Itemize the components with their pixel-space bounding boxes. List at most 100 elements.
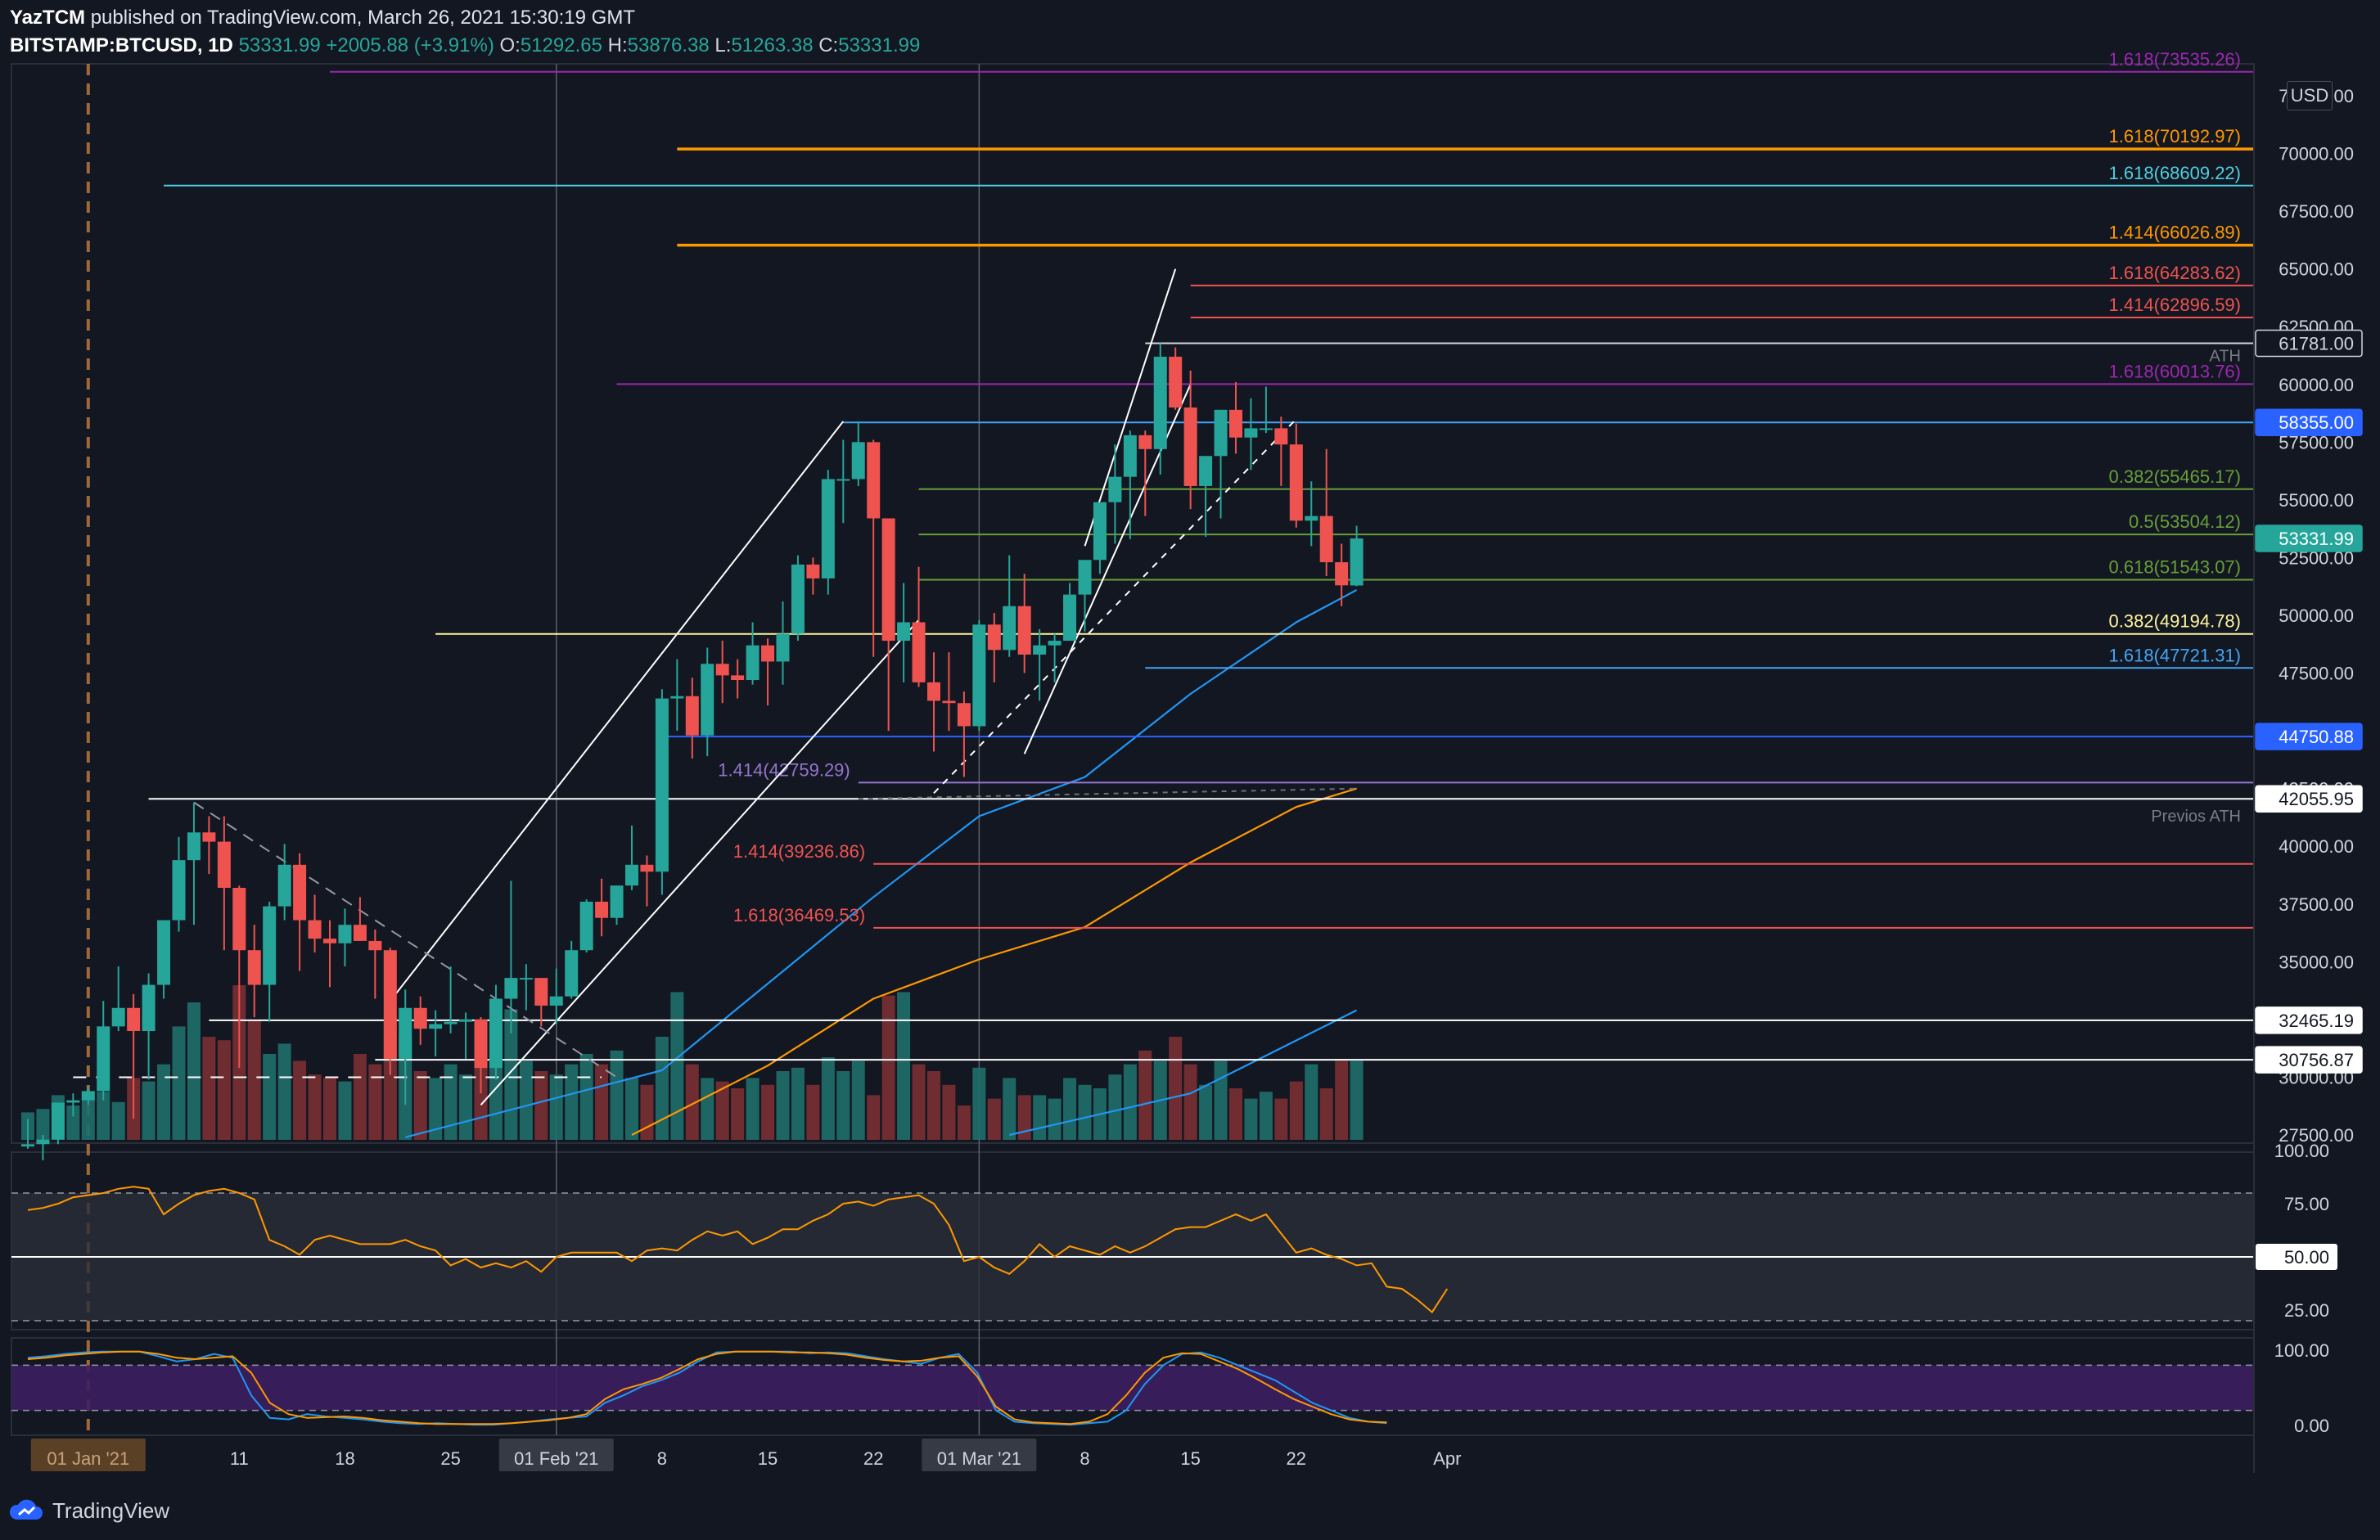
fib-level-label: 1.414(62896.59) <box>2109 295 2241 315</box>
candle-body <box>806 564 820 579</box>
volume-bar <box>746 1078 760 1140</box>
volume-bar <box>761 1084 775 1140</box>
ohlc-legend: BITSTAMP:BTCUSD, 1D 53331.99 +2005.88 (+… <box>10 34 920 57</box>
volume-bar <box>1078 1084 1092 1140</box>
volume-bar <box>429 1078 443 1140</box>
time-badge <box>30 1439 146 1471</box>
tradingview-logo[interactable]: TradingView <box>8 1494 169 1527</box>
price-badge-label: 30756.87 <box>2279 1050 2354 1070</box>
candle-body <box>474 1019 488 1069</box>
price-axis[interactable]: 27500.0030000.0032500.0035000.0037500.00… <box>2253 64 2363 1473</box>
time-tick-label: 11 <box>230 1448 249 1469</box>
time-badge <box>922 1439 1037 1471</box>
fib-level-label: 1.618(36469.53) <box>733 905 865 925</box>
candle-body <box>881 518 895 642</box>
candle-body <box>715 664 729 676</box>
candle-body <box>519 978 533 980</box>
candle-body <box>263 906 277 985</box>
candle-body <box>1319 516 1333 563</box>
candle-body <box>232 888 246 951</box>
currency-button[interactable]: USD <box>2287 81 2333 110</box>
volume-bar <box>610 1050 624 1140</box>
fib-level-label: 1.618(64283.62) <box>2109 263 2241 283</box>
candle-body <box>399 1007 412 1059</box>
candlesticks <box>21 343 1364 1161</box>
price-badge <box>2255 785 2363 813</box>
candle-body <box>685 696 699 736</box>
time-tick-label: 01 Feb '21 <box>514 1448 598 1469</box>
candle-body <box>217 841 231 889</box>
volume-bar <box>1003 1078 1016 1140</box>
candle-body <box>1259 428 1273 430</box>
time-tick-label: 01 Jan '21 <box>47 1448 129 1469</box>
volume-bar <box>1259 1092 1273 1140</box>
ath-dotted-line <box>858 787 1357 800</box>
volume-bar <box>731 1088 745 1140</box>
candle-body <box>66 1100 80 1103</box>
price-badge-label: 32465.19 <box>2279 1011 2354 1031</box>
rsi-pane <box>11 1186 2254 1322</box>
candle-body <box>610 885 624 918</box>
volume-bar <box>323 1078 336 1140</box>
time-badge <box>498 1439 614 1471</box>
time-axis[interactable]: 01 Jan '21 11 18 25 01 Feb '21 8 15 22 01 Mar '2… <box>30 1439 1462 1471</box>
publisher-name[interactable]: YazTCM <box>10 7 86 29</box>
trend-drawings <box>73 268 1357 1105</box>
volume-bar <box>1229 1088 1242 1140</box>
fib-level-label: 1.414(39236.86) <box>733 841 865 862</box>
volume-bar <box>1350 1060 1364 1140</box>
candle-body <box>413 1007 427 1029</box>
fib-level-label: 1.618(70192.97) <box>2109 126 2241 146</box>
candle-body <box>821 479 835 579</box>
trend-support-line <box>933 418 1297 795</box>
candle-body <box>1048 641 1062 646</box>
rsi-badge <box>2256 1244 2337 1270</box>
volume-bar <box>867 1095 881 1140</box>
volume-bar <box>459 1074 473 1140</box>
stoch-tick-label: 0.00 <box>2294 1416 2329 1436</box>
volume-bar <box>942 1084 956 1140</box>
volume-bar <box>338 1081 352 1140</box>
candle-body <box>1335 562 1349 586</box>
candle-body <box>1169 356 1183 408</box>
volume-bar <box>308 1074 322 1140</box>
time-tick-label: 18 <box>335 1448 354 1469</box>
volume-bar <box>625 1078 638 1140</box>
candle-body <box>429 1024 443 1029</box>
candle-body <box>534 978 548 1006</box>
volume-bar <box>263 1054 277 1140</box>
volume-bar <box>1335 1060 1349 1140</box>
candle-body <box>1017 606 1031 655</box>
volume-bar <box>247 1020 261 1140</box>
volume-bar <box>1319 1088 1333 1140</box>
symbol-label[interactable]: BITSTAMP:BTCUSD, 1D <box>10 34 233 56</box>
price-tick-label: 47500.00 <box>2279 664 2354 684</box>
candle-body <box>444 1021 458 1024</box>
price-badge <box>2255 723 2363 750</box>
candle-body <box>157 920 171 985</box>
candle-body <box>776 633 790 662</box>
candle-body <box>1123 435 1137 477</box>
trend-resistance-line <box>193 801 618 1078</box>
volume-bar <box>157 1064 171 1140</box>
candle-body <box>746 645 760 681</box>
candle-body <box>1214 409 1228 457</box>
candle-body <box>1153 356 1167 449</box>
volume-bar <box>1017 1095 1031 1140</box>
price-tick-label: 35000.00 <box>2279 952 2354 972</box>
price-badge <box>2255 329 2363 358</box>
volume-bar <box>293 1060 307 1140</box>
volume-bar <box>670 992 684 1140</box>
candle-body <box>51 1102 65 1140</box>
time-tick-label: 01 Mar '21 <box>937 1448 1021 1469</box>
candle-body <box>247 950 261 985</box>
volume-bar <box>987 1098 1001 1140</box>
volume-bar <box>1305 1064 1318 1140</box>
candle-body <box>987 624 1001 651</box>
candle-body <box>1229 409 1242 438</box>
time-tick-label: 15 <box>1180 1448 1200 1469</box>
stoch-rsi-pane <box>11 1350 2254 1426</box>
candle-body <box>731 675 745 681</box>
volume-bar <box>821 1057 835 1140</box>
